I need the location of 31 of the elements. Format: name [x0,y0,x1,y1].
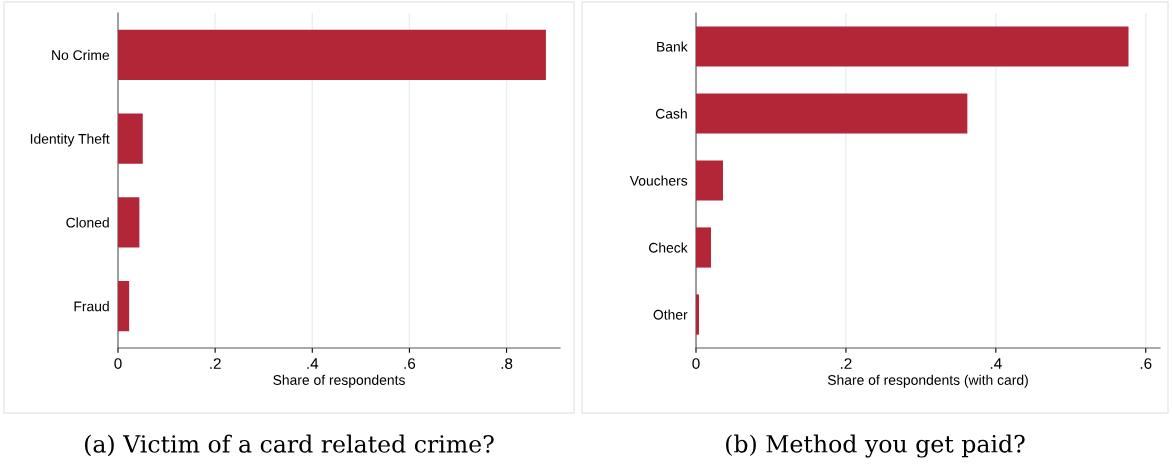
text: (b) Method you get paid? [726,434,1025,458]
x-tick-label: 0 [692,358,700,369]
y-tick-label: Bank [657,41,688,52]
x-tick-label: .2 [840,358,852,369]
y-tick-label: No Crime [52,49,110,61]
x-tick-label: .6 [1140,358,1152,369]
bar [696,160,723,201]
x-tick-label: .2 [210,358,221,369]
bar [696,294,699,335]
x-tick-label: .4 [307,358,319,369]
x-tick-label: .8 [501,358,513,369]
bar [696,227,711,268]
x-tick-label: 0 [114,358,122,369]
y-tick-label: Fraud [74,301,109,312]
bar [118,197,140,248]
text: (a) Victim of a card related crime? [85,434,494,457]
y-tick-label: Identity Theft [30,133,110,147]
x-axis-title: Share of respondents [273,374,405,388]
y-tick-label: Check [649,242,688,253]
y-tick-label: Cash [655,108,687,119]
y-tick-label: Cloned [66,217,109,228]
y-tick-label: Other [653,309,688,320]
bar [118,113,143,164]
bar [696,26,1129,67]
x-tick-label: .4 [990,358,1002,369]
y-tick-label: Vouchers [629,175,688,186]
bar [696,93,968,134]
x-axis-title: Share of respondents (with card) [827,374,1028,388]
bar [118,281,130,332]
x-tick-label: .6 [404,358,416,369]
bar [118,29,546,80]
